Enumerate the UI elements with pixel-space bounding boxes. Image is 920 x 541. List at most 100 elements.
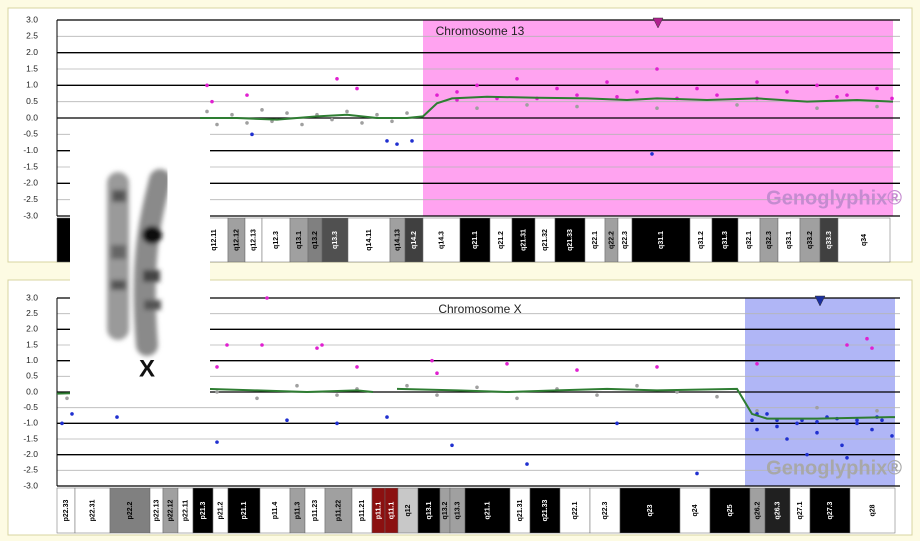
data-point: [390, 119, 394, 123]
data-point: [435, 371, 439, 375]
y-tick-label: 3.0: [26, 14, 38, 24]
chart-title: Chromosome X: [438, 302, 521, 316]
data-point: [215, 440, 219, 444]
band-label: p22.12: [167, 499, 174, 521]
data-point: [855, 422, 859, 426]
band-label: p11.21: [359, 500, 366, 522]
band-label: q27.3: [827, 501, 834, 519]
data-point: [475, 386, 479, 390]
data-point: [385, 139, 389, 143]
data-point: [385, 415, 389, 419]
data-point: [475, 106, 479, 110]
y-tick-label: 0.0: [26, 112, 38, 122]
band-label: q22.1: [572, 501, 579, 519]
data-point: [475, 84, 479, 88]
data-point: [815, 106, 819, 110]
data-point: [320, 343, 324, 347]
data-point: [575, 368, 579, 372]
y-tick-label: -2.5: [23, 194, 38, 204]
data-point: [435, 93, 439, 97]
y-tick-label: 2.0: [26, 324, 38, 334]
data-point: [230, 113, 234, 117]
band-label: q22.1: [592, 231, 599, 249]
watermark: Genoglyphix®: [766, 457, 902, 479]
data-point: [410, 139, 414, 143]
band-label: q31.3: [722, 231, 729, 249]
band-label: q13.2: [312, 231, 319, 249]
band-label: q13.1: [296, 231, 303, 249]
data-point: [655, 67, 659, 71]
data-point: [855, 418, 859, 422]
band-label: q22.3: [602, 501, 609, 519]
watermark: Genoglyphix®: [766, 187, 902, 209]
data-point: [505, 362, 509, 366]
y-tick-label: 2.5: [26, 308, 38, 318]
data-point: [890, 434, 894, 438]
band-label: q21.31: [520, 229, 527, 251]
data-point: [375, 113, 379, 117]
band-label: q33.2: [807, 231, 814, 249]
data-point: [60, 422, 64, 426]
data-point: [775, 425, 779, 429]
band-label: p11.4: [272, 502, 279, 520]
band-label: p21.1: [241, 501, 248, 519]
data-point: [890, 97, 894, 101]
band-label: q22.2: [608, 231, 615, 249]
y-tick-label: 0.5: [26, 96, 38, 106]
data-point: [840, 443, 844, 447]
data-point: [865, 337, 869, 341]
data-point: [595, 393, 599, 397]
data-point: [315, 346, 319, 350]
y-tick-label: -0.5: [23, 402, 38, 412]
chart-title: Chromosome 13: [436, 24, 525, 38]
data-point: [70, 412, 74, 416]
data-point: [755, 362, 759, 366]
data-point: [650, 152, 654, 156]
data-point: [215, 123, 219, 127]
data-point: [405, 111, 409, 115]
band-label: q33.1: [786, 231, 793, 249]
data-point: [845, 93, 849, 97]
data-point: [605, 80, 609, 84]
band-label: q21.2: [498, 231, 505, 249]
band-label: p21.3: [200, 501, 207, 519]
band-label: q27.1: [797, 501, 804, 519]
band-label: q24: [692, 504, 699, 516]
data-point: [655, 365, 659, 369]
band-label: q26.2: [754, 501, 761, 519]
data-point: [355, 365, 359, 369]
band-label: q12.11: [211, 229, 218, 251]
data-point: [260, 343, 264, 347]
screenshot: 3.02.52.01.51.00.50.0-0.5-1.0-1.5-2.0-2.…: [0, 0, 920, 536]
data-point: [335, 422, 339, 426]
band-label: p22.13: [153, 499, 160, 521]
data-point: [715, 93, 719, 97]
band-label: p22.33: [63, 499, 70, 521]
data-point: [260, 108, 264, 112]
data-point: [515, 396, 519, 400]
y-tick-label: 2.0: [26, 47, 38, 57]
band-label: q12.13: [250, 229, 257, 251]
data-point: [695, 472, 699, 476]
data-point: [635, 90, 639, 94]
data-point: [870, 346, 874, 350]
band-label: q12.3: [273, 231, 280, 249]
band-label: p22.31: [89, 499, 96, 521]
data-point: [285, 418, 289, 422]
data-point: [765, 412, 769, 416]
data-point: [515, 77, 519, 81]
band-label: q12.12: [233, 229, 240, 251]
y-tick-label: -3.0: [23, 210, 38, 220]
data-point: [695, 87, 699, 91]
y-tick-label: 0.0: [26, 386, 38, 396]
data-point: [755, 428, 759, 432]
band-label: p21.2: [217, 501, 224, 519]
data-point: [345, 110, 349, 114]
y-tick-label: -1.5: [23, 433, 38, 443]
band-label: q21.31: [517, 499, 524, 521]
data-point: [785, 437, 789, 441]
band-label: q14.13: [394, 229, 401, 251]
band-label: q12: [405, 504, 412, 516]
data-point: [715, 395, 719, 399]
data-point: [295, 384, 299, 388]
